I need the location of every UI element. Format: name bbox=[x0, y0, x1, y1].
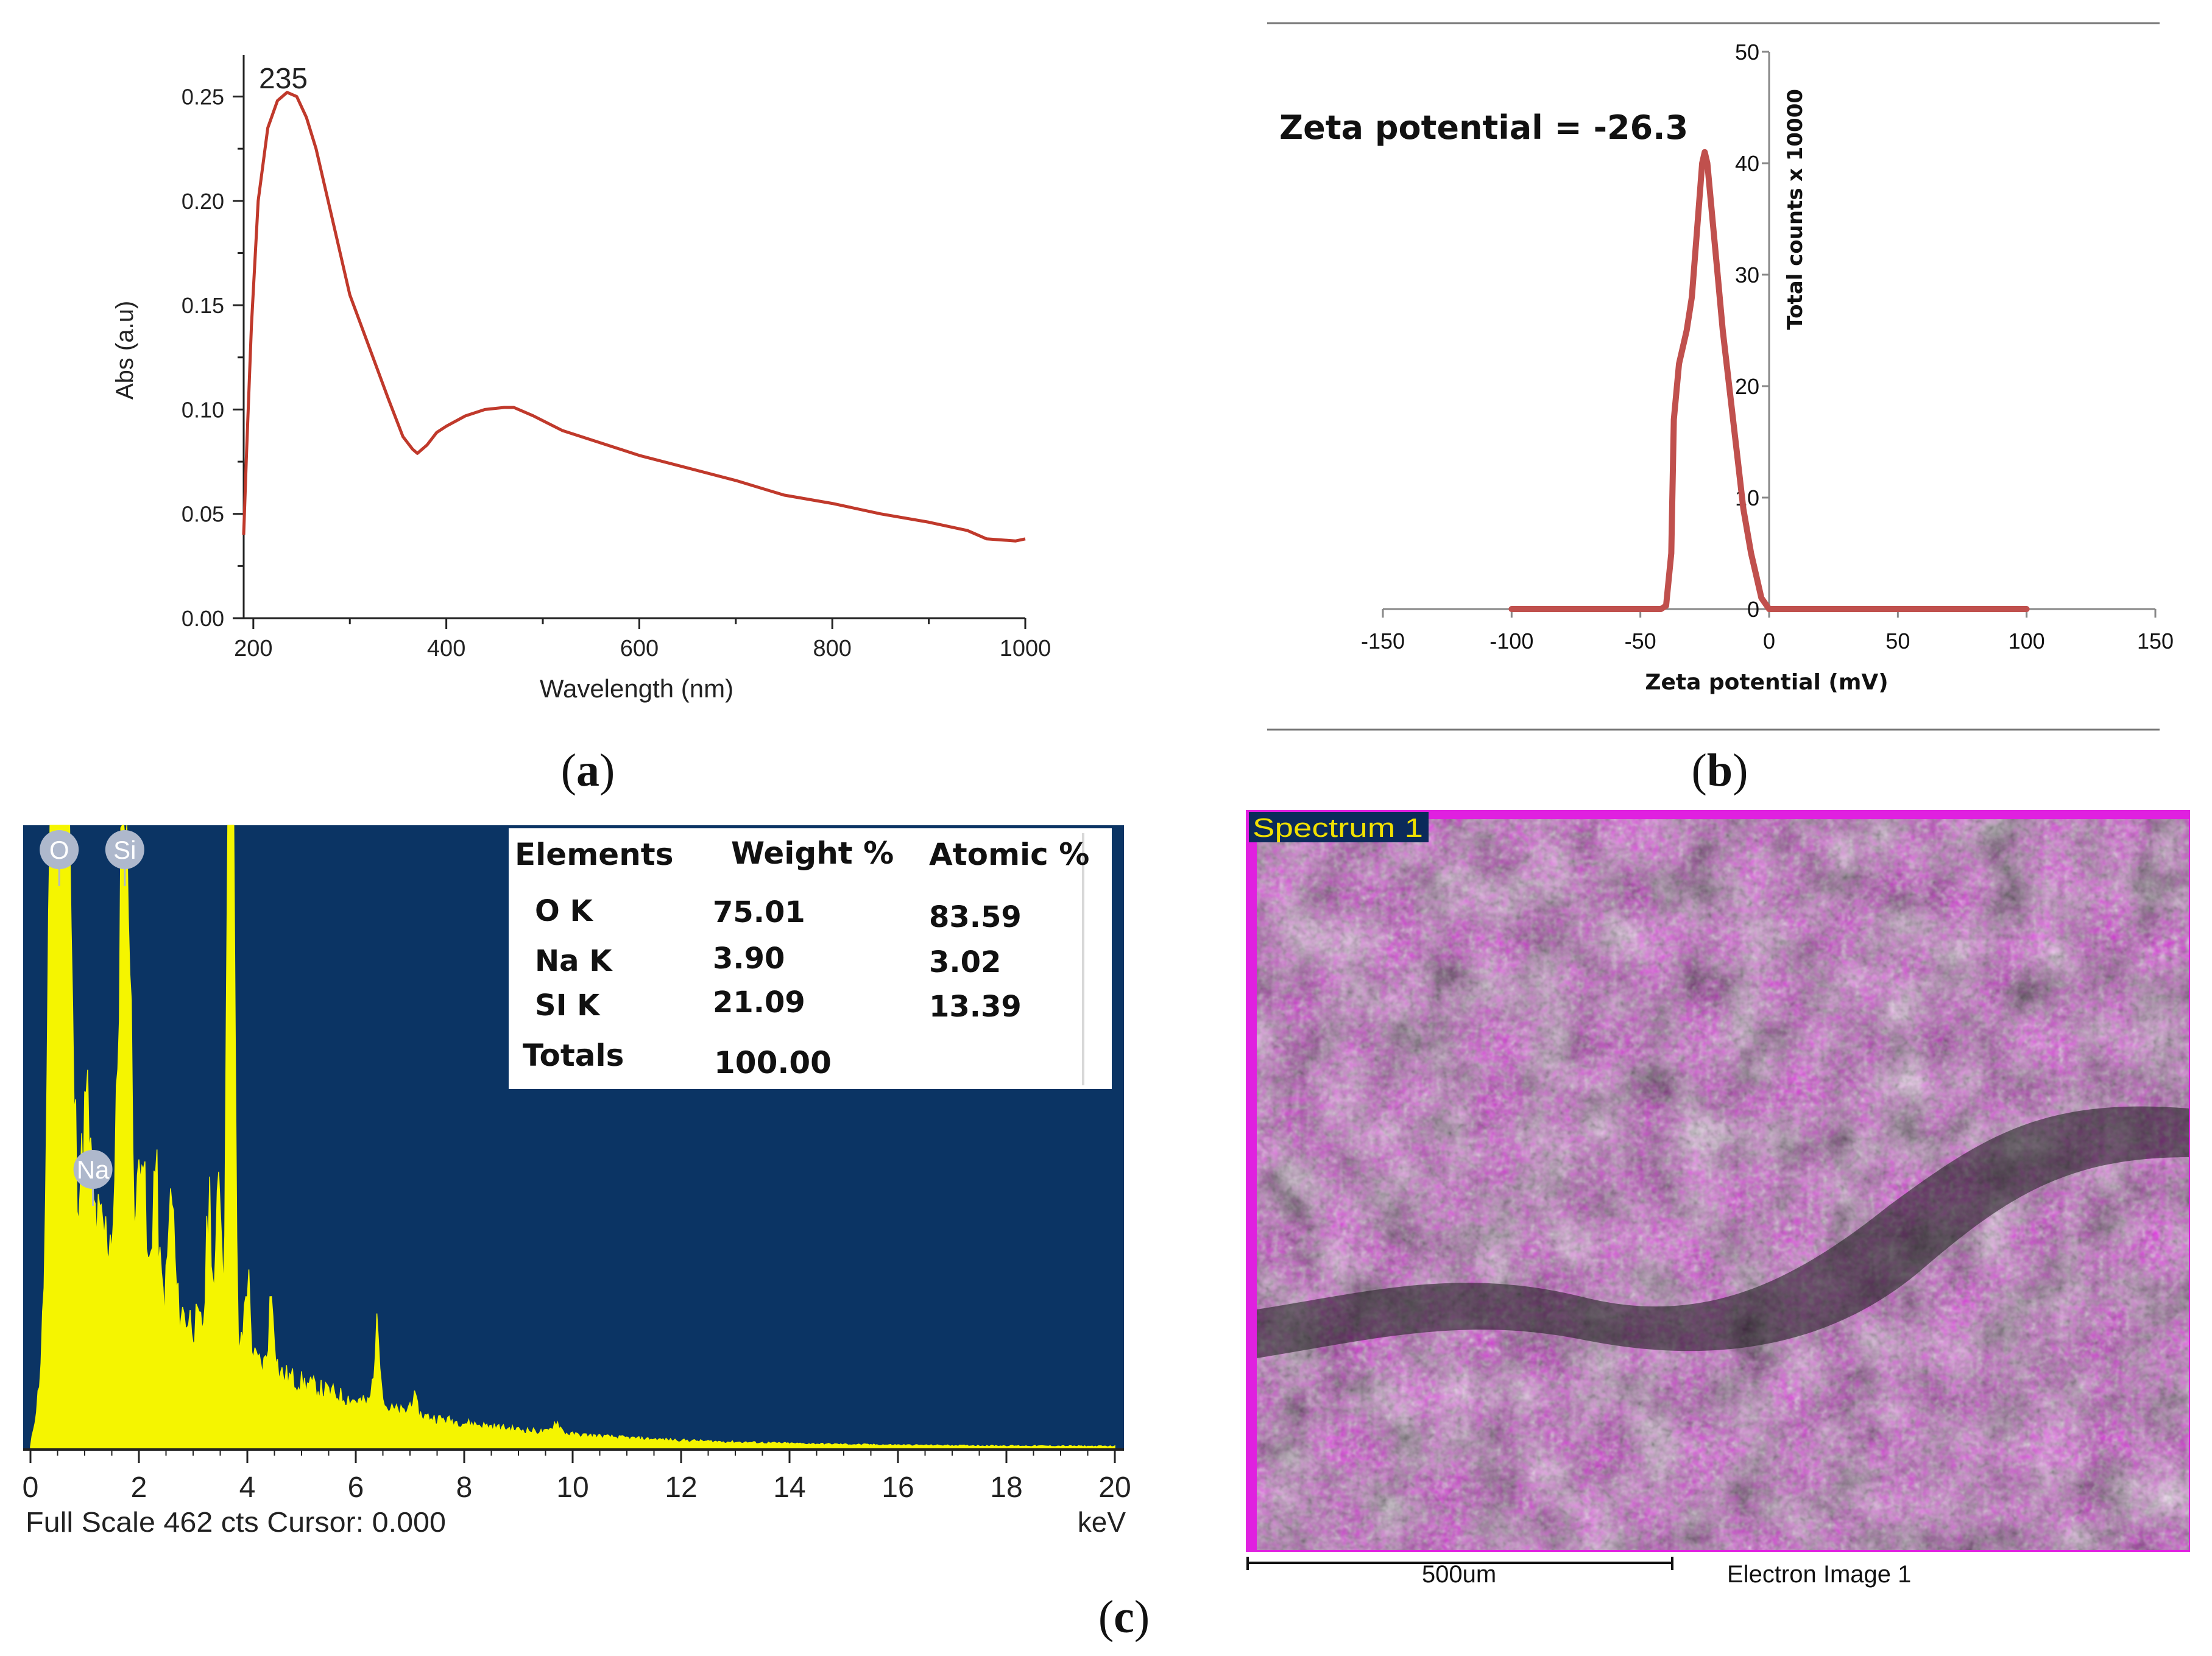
eds-table-row-weight: 75.01 bbox=[713, 895, 805, 929]
eds-x-tick-label: 8 bbox=[456, 1471, 473, 1504]
panel-b-series-line bbox=[1508, 149, 2030, 612]
panel-a-axes: 200 400 600 800 1000 0.00 0.05 0.10 0.15 0.20 0.25 bbox=[182, 55, 1051, 661]
eds-peak-label-si: Si bbox=[105, 830, 144, 886]
sem-crack-shading bbox=[1257, 1106, 2189, 1358]
eds-table-header-atomic: Atomic % bbox=[929, 837, 1089, 872]
panel-b-y-tick-label: 50 bbox=[1735, 40, 1759, 65]
eds-table-row-element: Na K bbox=[535, 944, 613, 978]
panel-b-x-tick-label: -100 bbox=[1489, 629, 1533, 654]
panel-a-peak-annotation: 235 bbox=[259, 63, 308, 95]
eds-peak-badge bbox=[40, 830, 79, 869]
panel-b-y-tick-label: 20 bbox=[1735, 374, 1759, 399]
eds-table-totals-weight: 100.00 bbox=[714, 1045, 832, 1080]
panel-b-ylabel: Total counts bbox=[1783, 188, 1807, 329]
sem-title: Spectrum 1 bbox=[1253, 813, 1423, 843]
eds-table-row-element: O K bbox=[535, 894, 594, 928]
panel-b-annotation: Zeta potential = -26.3 bbox=[1279, 108, 1688, 147]
panel-a-x-tick-label: 1000 bbox=[1000, 636, 1051, 661]
panel-b-x-tick-label: 100 bbox=[2009, 629, 2045, 654]
eds-table-row-element: SI K bbox=[535, 988, 601, 1023]
eds-peak-badge bbox=[73, 1150, 113, 1189]
panel-a-y-tick-label: 0.20 bbox=[182, 189, 224, 214]
panel-c-label: (c) bbox=[1098, 1591, 1150, 1643]
eds-table-row-atomic: 3.02 bbox=[929, 945, 1001, 979]
panel-b-xlabel: Zeta potential (mV) bbox=[1645, 670, 1888, 695]
eds-table-row-atomic: 83.59 bbox=[929, 900, 1022, 934]
eds-x-tick-label: 18 bbox=[990, 1471, 1022, 1504]
panel-a: 200 400 600 800 1000 0.00 0.05 0.10 0.15 0.20 0.25… bbox=[111, 55, 1051, 796]
panel-a-xlabel: Wavelength (nm) bbox=[540, 674, 733, 703]
eds-x-ticks: 0 2 4 6 8 10 12 14 16 18 20 bbox=[23, 1450, 1131, 1504]
panel-b-y-tick-label: 0 bbox=[1747, 597, 1759, 622]
eds-table-row-weight: 21.09 bbox=[713, 985, 805, 1020]
eds-x-tick-label: 20 bbox=[1098, 1471, 1131, 1504]
eds-x-tick-label: 4 bbox=[239, 1471, 256, 1504]
panel-a-x-tick-label: 800 bbox=[813, 636, 852, 661]
eds-x-tick-label: 16 bbox=[882, 1471, 914, 1504]
eds-x-tick-label: 12 bbox=[665, 1471, 697, 1504]
eds-peak-label-na: Na bbox=[73, 1150, 113, 1206]
eds-results-table: Elements Weight % Atomic % O K 75.01 83.… bbox=[509, 828, 1112, 1089]
panel-a-y-tick-label: 0.05 bbox=[182, 502, 224, 527]
eds-x-tick-label: 2 bbox=[131, 1471, 147, 1504]
sem-title-box bbox=[1249, 812, 1429, 842]
eds-spectrum bbox=[30, 825, 1115, 1450]
panel-b-x-tick-label: 0 bbox=[1763, 629, 1775, 654]
panel-b-ylabel-multiplier: x 10000 bbox=[1783, 89, 1807, 181]
eds-x-tick-label: 0 bbox=[23, 1471, 39, 1504]
panel-a-y-tick-label: 0.15 bbox=[182, 293, 224, 318]
panel-a-label: (a) bbox=[561, 745, 615, 796]
eds-peak-labels: O Si Na bbox=[40, 830, 144, 1206]
eds-x-tick-label: 6 bbox=[348, 1471, 364, 1504]
eds-x-tick-label: 10 bbox=[556, 1471, 588, 1504]
eds-table-header-elements: Elements bbox=[515, 837, 673, 872]
eds-peak-label-text: Na bbox=[77, 1155, 110, 1184]
panel-a-x-tick-label: 600 bbox=[620, 636, 659, 661]
eds-spectrum-area bbox=[30, 825, 1115, 1450]
panel-a-series-line bbox=[242, 91, 1026, 543]
sem-scale-bar-label: 500um bbox=[1422, 1561, 1496, 1588]
panel-a-x-tick-label: 400 bbox=[427, 636, 465, 661]
eds-peak-label-o: O bbox=[40, 830, 79, 886]
panel-c-eds: 0 2 4 6 8 10 12 14 16 18 20 Full Scale 462 cts Cur… bbox=[23, 825, 1150, 1643]
sem-caption-strip bbox=[1243, 1552, 2193, 1588]
eds-table-row-atomic: 13.39 bbox=[929, 990, 1022, 1024]
eds-table-totals-label: Totals bbox=[523, 1038, 624, 1073]
panel-b-y-tick-label: 40 bbox=[1735, 151, 1759, 176]
panel-b-label: (b) bbox=[1692, 745, 1748, 796]
eds-peak-label-text: Si bbox=[113, 836, 136, 864]
panel-b-x-tick-label: -50 bbox=[1625, 629, 1656, 654]
panel-b-x-tick-label: 150 bbox=[2137, 629, 2174, 654]
eds-footer: Full Scale 462 cts Cursor: 0.000 bbox=[26, 1506, 446, 1538]
eds-table-row-weight: 3.90 bbox=[713, 942, 785, 976]
panel-a-y-tick-label: 0.10 bbox=[182, 397, 224, 422]
panel-b-x-tick-label: -150 bbox=[1361, 629, 1405, 654]
eds-table-header-weight: Weight % bbox=[731, 836, 894, 871]
eds-table-background bbox=[509, 828, 1112, 1089]
sem-scale-bar bbox=[1246, 1557, 1673, 1570]
panel-a-y-tick-label: 0.25 bbox=[182, 85, 224, 110]
panel-a-ylabel: Abs (a.u) bbox=[111, 301, 138, 400]
eds-x-tick-label: 14 bbox=[773, 1471, 805, 1504]
panel-a-x-tick-label: 200 bbox=[234, 636, 272, 661]
eds-peak-label-text: O bbox=[49, 836, 69, 864]
sem-caption: Electron Image 1 bbox=[1727, 1561, 1911, 1588]
panel-b-y-tick-label: 30 bbox=[1735, 262, 1759, 287]
panel-a-y-tick-label: 0.00 bbox=[182, 606, 224, 631]
eds-xlabel: keV bbox=[1078, 1506, 1126, 1538]
panel-b-x-tick-label: 50 bbox=[1885, 629, 1910, 654]
sem-image bbox=[1257, 819, 2189, 1550]
sem-micrograph-panel: Spectrum 1 500um Electron Image 1 bbox=[1243, 810, 2193, 1588]
eds-peak-badge bbox=[105, 830, 144, 869]
